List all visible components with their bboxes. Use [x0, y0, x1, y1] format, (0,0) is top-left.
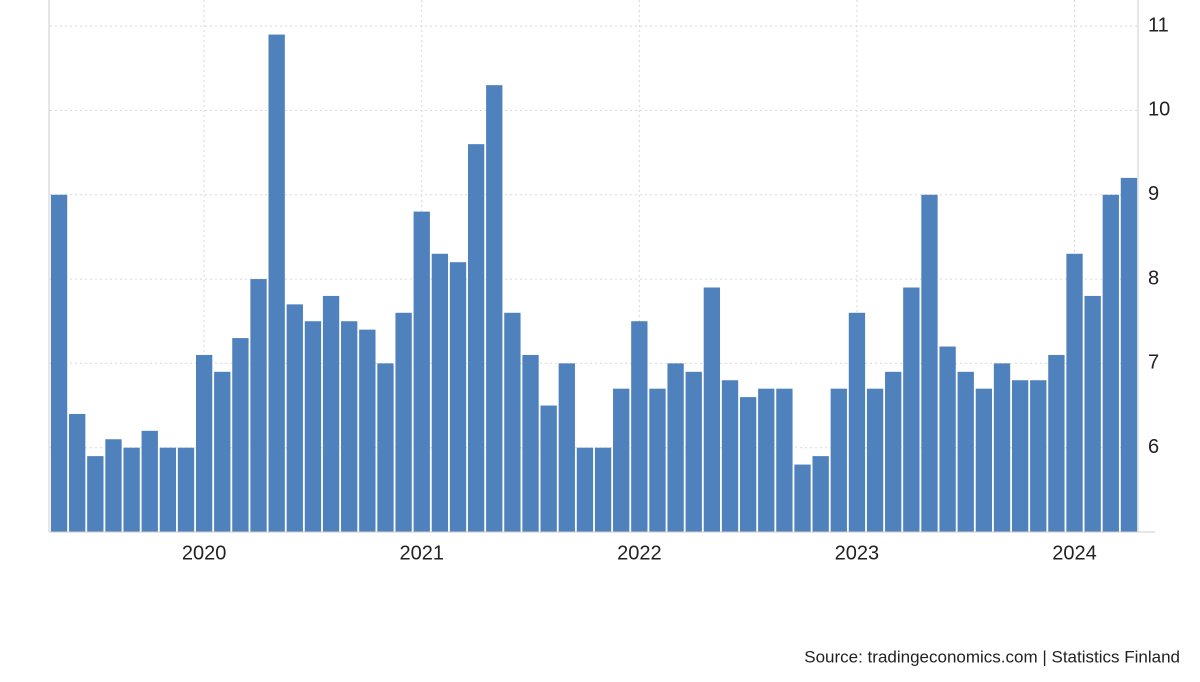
bar — [703, 287, 721, 532]
bar — [939, 346, 956, 532]
bar — [830, 388, 847, 532]
bar — [866, 388, 884, 532]
bar — [449, 262, 467, 532]
bar — [758, 388, 775, 532]
bar — [649, 388, 666, 532]
bar — [268, 34, 285, 532]
bar — [1011, 380, 1029, 532]
bar — [359, 329, 376, 532]
bar — [250, 279, 267, 532]
bar — [286, 304, 303, 532]
bar — [486, 85, 503, 533]
bar — [195, 354, 213, 532]
bar — [377, 363, 394, 532]
bar — [848, 312, 866, 532]
bar — [522, 354, 539, 532]
y-tick-label: 9 — [1148, 183, 1159, 205]
bar — [1084, 295, 1101, 532]
bar — [413, 211, 430, 533]
bar — [50, 194, 68, 533]
bar — [504, 312, 521, 532]
bar — [1120, 177, 1138, 533]
bar — [1030, 380, 1047, 532]
bar — [776, 388, 793, 532]
bar — [1102, 194, 1119, 533]
bar — [395, 312, 412, 532]
bar — [631, 321, 648, 532]
bar — [540, 405, 557, 532]
bar — [993, 363, 1011, 532]
bar — [69, 413, 86, 532]
x-tick-label: 2024 — [1052, 542, 1097, 564]
bar — [685, 371, 702, 532]
bar — [721, 380, 739, 532]
bar — [159, 447, 177, 532]
bar — [613, 388, 630, 532]
bar — [794, 464, 811, 532]
x-tick-label: 2022 — [617, 542, 662, 564]
bar — [903, 287, 920, 532]
bar — [558, 363, 575, 532]
bar — [341, 321, 358, 532]
bar — [975, 388, 993, 532]
bar — [467, 144, 485, 533]
bar — [431, 253, 449, 532]
bar — [232, 338, 249, 532]
bar — [667, 363, 684, 532]
bar — [1066, 253, 1083, 532]
bar — [141, 430, 158, 532]
bar — [1048, 354, 1065, 532]
bar — [304, 321, 322, 532]
y-tick-label: 11 — [1148, 14, 1169, 36]
bar — [885, 371, 902, 532]
y-tick-label: 8 — [1148, 267, 1159, 289]
bar — [576, 447, 594, 532]
x-tick-label: 2023 — [835, 542, 880, 564]
y-tick-label: 10 — [1148, 99, 1170, 121]
bar — [957, 371, 974, 532]
bar — [87, 456, 104, 532]
bar — [105, 439, 122, 532]
bar — [177, 447, 195, 532]
bar — [214, 371, 231, 532]
bar — [594, 447, 612, 532]
bar — [921, 194, 938, 533]
x-tick-label: 2021 — [399, 542, 444, 564]
y-tick-label: 6 — [1148, 436, 1159, 458]
bar — [812, 456, 829, 532]
y-tick-label: 7 — [1148, 352, 1159, 374]
bar — [739, 397, 757, 532]
bar — [322, 295, 340, 532]
bar — [123, 447, 140, 532]
x-tick-label: 2020 — [182, 542, 227, 564]
source: Source: tradingeconomics.com | Statistic… — [804, 647, 1180, 666]
